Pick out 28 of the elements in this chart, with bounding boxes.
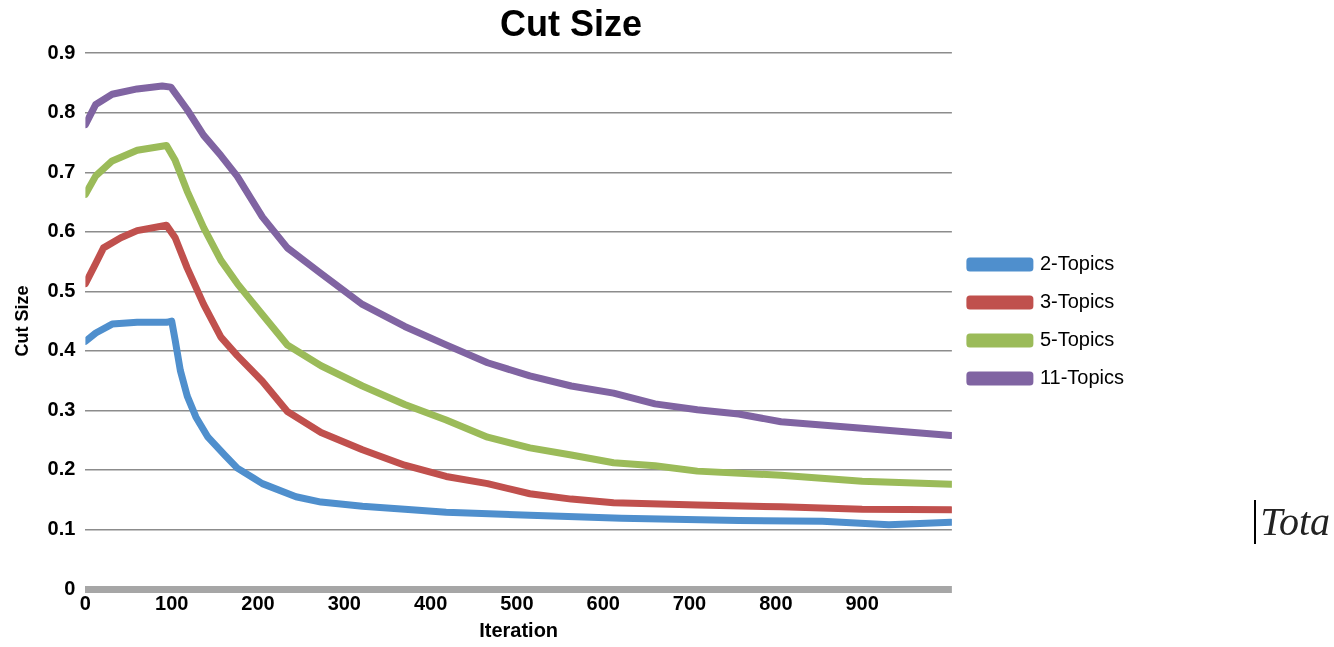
x-tick-label: 800 <box>759 591 793 614</box>
y-tick-label: 0 <box>64 576 76 599</box>
y-tick-label: 0.6 <box>47 219 76 242</box>
x-tick-label: 400 <box>413 591 448 614</box>
y-tick-label: 0.1 <box>47 516 76 539</box>
x-tick-label: 0 <box>79 591 91 614</box>
y-tick-label: 0.4 <box>47 338 77 361</box>
text: Tota <box>1254 499 1330 544</box>
legend-label: 11-Topics <box>1039 366 1125 389</box>
x-tick-label: 700 <box>672 591 707 614</box>
x-tick-label: 200 <box>241 591 275 614</box>
y-tick-label: 0.7 <box>47 159 76 182</box>
y-tick-label: 0.9 <box>47 40 76 63</box>
x-tick-label: 500 <box>500 591 534 614</box>
x-tick-label: 600 <box>586 591 620 614</box>
y-tick-label: 0.2 <box>47 457 76 480</box>
x-tick-label: 900 <box>845 591 879 614</box>
y-tick-label: 0.8 <box>47 100 76 123</box>
legend-label: 5-Topics <box>1039 328 1115 351</box>
legend-label: 3-Topics <box>1039 290 1115 313</box>
x-axis-title: Iteration <box>479 618 559 641</box>
chart-title: Cut Size <box>499 2 643 44</box>
y-axis-title: Cut Size <box>11 285 32 357</box>
x-tick-label: 300 <box>327 591 361 614</box>
y-tick-label: 0.5 <box>47 278 76 301</box>
legend-label: 2-Topics <box>1039 252 1115 275</box>
x-tick-label: 100 <box>155 591 189 614</box>
y-tick-label: 0.3 <box>47 397 76 420</box>
